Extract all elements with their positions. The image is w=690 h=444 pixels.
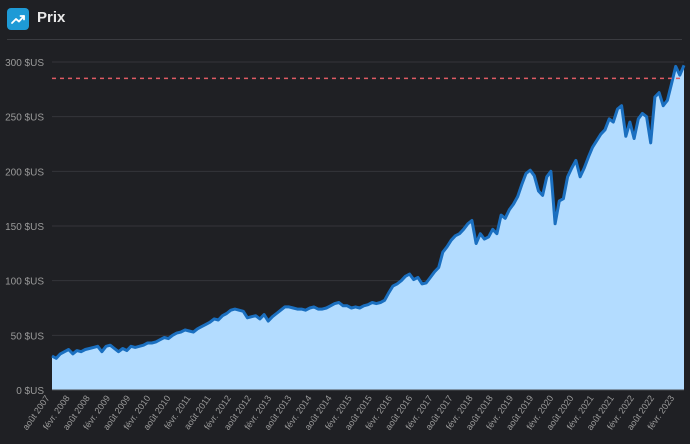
y-tick-label: 50 $US [11,331,45,342]
y-tick-label: 200 $US [5,167,44,178]
chart-title: Prix [37,9,66,26]
price-area [52,65,684,391]
price-line [51,64,686,360]
y-tick-label: 0 $US [16,386,44,397]
y-tick-label: 300 $US [5,58,44,69]
trending-up-icon [7,8,29,30]
price-chart: 0 $US 50 $US 100 $US 150 $US 200 $US 250 $US 3… [5,58,686,432]
header-divider [7,39,682,40]
y-tick-label: 250 $US [5,113,44,124]
y-tick-label: 100 $US [5,277,44,288]
chart-header: Prix [0,0,690,38]
y-tick-label: 150 $US [5,222,44,233]
